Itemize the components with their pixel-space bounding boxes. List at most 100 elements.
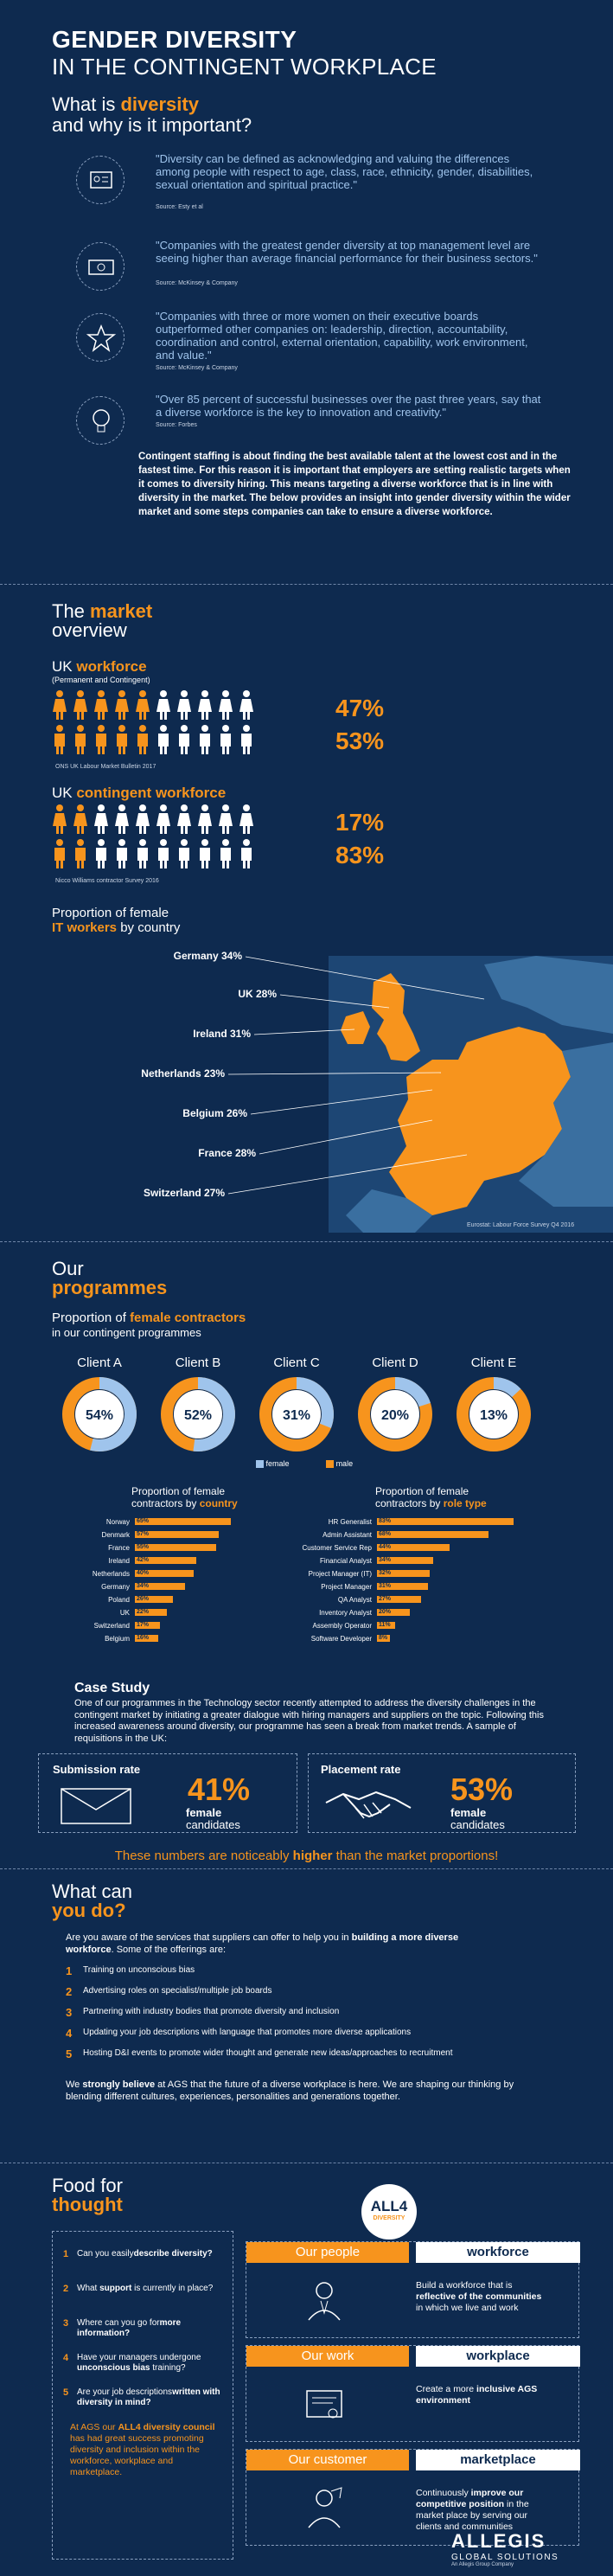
bar-value: 26%	[137, 1596, 150, 1602]
bar-label: Inventory Analyst	[319, 1609, 372, 1617]
bar	[377, 1544, 450, 1551]
bar-label: France	[108, 1544, 130, 1552]
submission-label: Submission rate	[53, 1763, 141, 1776]
lightbulb-icon	[93, 409, 110, 433]
map-ireland	[341, 1011, 370, 1044]
legend-female-swatch	[256, 1460, 264, 1469]
quote-source: Source: Forbes	[156, 422, 197, 428]
client-name: Client C	[273, 1355, 320, 1370]
female-person-icon	[198, 690, 212, 720]
bar	[377, 1583, 428, 1590]
submission-card: Submission rate 41% female candidates	[38, 1753, 297, 1833]
quote-item: "Companies with three or more women on t…	[0, 310, 613, 382]
bar	[377, 1518, 514, 1525]
bar-value: 34%	[379, 1557, 392, 1563]
female-person-icon	[94, 804, 108, 834]
bar-label: Project Manager	[321, 1583, 372, 1591]
female-person-icon	[156, 804, 170, 834]
female-person-icon	[239, 804, 253, 834]
female-person-icon	[239, 690, 253, 720]
donut-chart: 13%	[457, 1377, 531, 1451]
leader-line	[279, 994, 390, 1009]
question-number: 2	[63, 2284, 69, 2294]
bar-label: Admin Assistant	[322, 1531, 372, 1539]
female-person-icon	[198, 804, 212, 834]
quote-source: Source: McKinsey & Company	[156, 365, 238, 371]
page-title: GENDER DIVERSITY	[52, 26, 297, 53]
donut-chart: 20%	[358, 1377, 432, 1451]
bar-value: 22%	[137, 1609, 150, 1615]
bar-value: 8%	[379, 1635, 388, 1641]
quote-source: Source: McKinsey & Company	[156, 280, 238, 286]
it-country-label: UK 28%	[238, 988, 277, 1000]
submission-pct: 41%	[188, 1772, 251, 1807]
page-subtitle: IN THE CONTINGENT WORKPLACE	[52, 54, 437, 80]
id-card-icon	[90, 171, 112, 189]
quote-text: "Over 85 percent of successful businesse…	[156, 393, 541, 419]
male-person-icon	[117, 725, 127, 754]
bar	[135, 1544, 216, 1551]
female-person-icon	[177, 690, 191, 720]
donut-chart: 52%	[161, 1377, 235, 1451]
bar	[135, 1570, 194, 1577]
female-person-icon	[94, 690, 108, 720]
male-person-icon	[137, 725, 148, 754]
pillar-left-tag: Our people	[246, 2242, 409, 2263]
money-icon	[88, 260, 114, 275]
offering-text: Partnering with industry bodies that pro…	[83, 2007, 340, 2016]
client-donut: Client B 52%	[150, 1355, 246, 1459]
male-person-icon	[220, 839, 231, 868]
male-person-icon	[241, 725, 252, 754]
uk-workforce-note: (Permanent and Contingent)	[52, 676, 150, 684]
client-donut: Client C 31%	[249, 1355, 344, 1459]
donut-female-arc	[358, 1377, 432, 1451]
male-person-icon	[200, 725, 210, 754]
bar-label: Software Developer	[310, 1635, 372, 1643]
europe-map	[227, 956, 613, 1233]
question-text: Are your job descriptionswritten with di…	[77, 2387, 220, 2407]
offering-text: Hosting D&I events to promote wider thou…	[83, 2048, 453, 2058]
bar-value: 57%	[137, 1531, 150, 1537]
bar-label: QA Analyst	[337, 1596, 372, 1604]
male-person-icon	[158, 839, 169, 868]
divider	[0, 1868, 613, 1869]
divider	[0, 584, 613, 585]
bar-label: Assembly Operator	[312, 1622, 372, 1630]
question-text: Have your managers undergone unconscious…	[77, 2353, 201, 2373]
pillar: Our work workplace Create a more inclusive…	[246, 2345, 580, 2442]
what-can-intro: Are you aware of the services that suppl…	[66, 1932, 459, 1955]
pillar-left-tag: Our work	[246, 2346, 409, 2367]
food-heading-2: thought	[52, 2194, 123, 2215]
male-person-icon	[179, 725, 189, 754]
it-country-label: France 28%	[198, 1147, 256, 1159]
client-name: Client A	[77, 1355, 122, 1370]
bar-value: 65%	[137, 1518, 150, 1524]
leader-line	[253, 1028, 355, 1035]
by-role-title: Proportion of female contractors by role…	[375, 1485, 487, 1509]
certificate-icon	[306, 2390, 342, 2419]
submission-caption-2: candidates	[186, 1818, 240, 1831]
map-scandinavia	[484, 956, 613, 1034]
bar-label: Denmark	[101, 1531, 130, 1539]
question-number: 4	[63, 2353, 69, 2363]
allegis-logo: ALLEGIS GLOBAL SOLUTIONS An Allegis Grou…	[451, 2530, 559, 2567]
uk-workforce-pictogram	[52, 689, 329, 759]
pillar-right-tag: workplace	[416, 2346, 580, 2367]
placement-caption-2: candidates	[450, 1818, 505, 1831]
placement-label: Placement rate	[321, 1763, 401, 1776]
what-can-closing: We strongly believe at AGS that the futu…	[66, 2079, 514, 2102]
placement-caption: female	[450, 1806, 487, 1819]
market-heading: The market	[52, 600, 153, 622]
quote-text: "Companies with the greatest gender dive…	[156, 239, 538, 265]
star-icon	[86, 324, 117, 352]
bar	[135, 1596, 174, 1603]
client-name: Client D	[372, 1355, 418, 1370]
bar-label: Netherlands	[92, 1570, 130, 1578]
quote-icon-circle	[76, 313, 125, 362]
by-country-title: Proportion of female contractors by coun…	[131, 1485, 238, 1509]
male-person-icon	[54, 725, 65, 754]
submission-caption: female	[186, 1806, 222, 1819]
quote-item: "Companies with the greatest gender dive…	[0, 239, 613, 311]
market-heading-2: overview	[52, 619, 127, 641]
bar-label: Germany	[101, 1583, 130, 1591]
